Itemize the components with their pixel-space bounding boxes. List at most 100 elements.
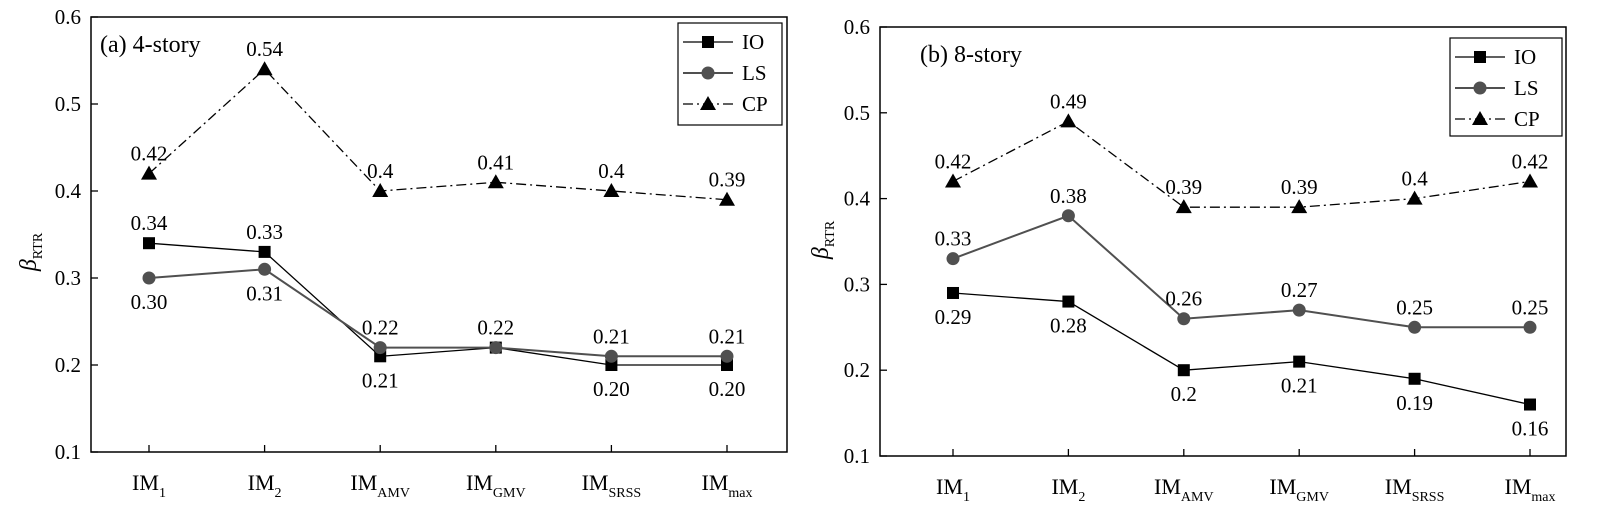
legend-label: CP [742, 92, 768, 116]
data-label: 0.29 [935, 305, 972, 329]
data-label: 0.39 [1281, 175, 1318, 199]
data-label: 0.42 [1512, 149, 1549, 173]
x-tick-label: IMmax [702, 470, 753, 501]
data-point [142, 271, 156, 285]
series-line-ls [148, 268, 727, 358]
series-line-io [952, 292, 1531, 406]
data-label: 0.16 [1512, 417, 1549, 441]
y-tick-label: 0.4 [55, 179, 82, 203]
data-point [141, 165, 157, 180]
data-point [945, 173, 961, 188]
data-point [1177, 364, 1190, 377]
series-cp [141, 61, 735, 206]
data-label: 0.42 [935, 149, 972, 173]
data-label: 0.22 [362, 316, 399, 340]
legend: IO LS CP [1449, 37, 1563, 137]
data-point [1175, 199, 1192, 214]
data-label: 0.26 [1165, 287, 1202, 311]
x-tick-label: IM2 [248, 470, 282, 501]
data-point [258, 245, 271, 258]
x-tick-label: IMAMV [1154, 474, 1214, 505]
data-label: 0.31 [246, 281, 283, 305]
data-point [603, 183, 620, 197]
y-axis-label: βRTR [808, 220, 838, 260]
data-point [1292, 303, 1306, 317]
legend-marker-ls [1473, 81, 1487, 95]
data-label: 0.54 [246, 37, 283, 61]
data-label: 0.33 [935, 227, 972, 251]
data-point [1408, 320, 1422, 334]
y-tick-label: 0.6 [55, 5, 81, 29]
data-point [1524, 398, 1536, 411]
series-io [143, 237, 733, 371]
panel-title: (a) 4-story [100, 32, 201, 58]
data-point [256, 61, 273, 76]
series-line-io [148, 242, 727, 366]
data-point [604, 349, 618, 363]
data-label: 0.20 [593, 377, 630, 401]
data-label: 0.33 [246, 220, 283, 244]
data-point [1523, 320, 1537, 334]
data-label: 0.20 [709, 377, 746, 401]
data-label: 0.21 [709, 324, 746, 348]
panel-title: (b) 8-story [920, 42, 1022, 68]
data-point [1408, 372, 1421, 385]
data-label: 0.42 [131, 142, 168, 166]
x-tick-label: IMSRSS [1385, 474, 1445, 505]
plot-frame [879, 26, 1567, 457]
data-label: 0.39 [709, 168, 746, 192]
y-tick-label: 0.1 [844, 444, 870, 468]
y-tick-label: 0.2 [844, 358, 870, 382]
x-tick-label: IMmax [1505, 474, 1556, 505]
data-label: 0.21 [362, 368, 399, 392]
data-label: 0.27 [1281, 278, 1318, 302]
legend-marker-cp [1472, 111, 1488, 125]
data-point [1293, 355, 1306, 368]
data-point [719, 191, 735, 206]
series-line-ls [952, 214, 1530, 329]
data-point [143, 237, 155, 250]
data-label: 0.4 [367, 159, 394, 183]
x-tick-label: IMAMV [350, 470, 410, 501]
legend-marker-cp [700, 96, 716, 110]
y-tick-label: 0.2 [55, 353, 81, 377]
data-point [1406, 190, 1423, 205]
x-tick-label: IM1 [132, 470, 166, 501]
data-label: 0.25 [1512, 295, 1549, 319]
data-point [258, 262, 272, 276]
legend: IO LS CP [677, 22, 783, 126]
data-label: 0.19 [1396, 391, 1433, 415]
legend-marker-io [702, 36, 714, 48]
series-ls [142, 262, 734, 363]
data-point [487, 174, 504, 189]
y-tick-label: 0.3 [55, 266, 81, 290]
y-axis-label: βRTR [16, 232, 46, 272]
chart-panel-b: 0.1 0.2 0.3 0.4 0.5 0.6 IM1 IM2 IMAMV IMGMV IMSRSS… [808, 15, 1567, 505]
y-tick-label: 0.6 [844, 15, 870, 39]
data-point [720, 349, 734, 363]
data-label: 0.2 [1171, 382, 1197, 406]
data-point [1060, 113, 1077, 128]
data-point [373, 341, 387, 355]
x-tick-label: IMGMV [466, 470, 526, 501]
data-point [1177, 312, 1191, 326]
data-label: 0.21 [1281, 374, 1318, 398]
legend-marker-ls [701, 66, 715, 80]
data-point [372, 183, 389, 197]
y-tick-label: 0.3 [844, 272, 870, 296]
series-line-cp [952, 120, 1531, 208]
data-label: 0.49 [1050, 89, 1087, 113]
legend-label: CP [1514, 107, 1540, 131]
y-tick-label: 0.5 [55, 92, 81, 116]
data-label: 0.30 [131, 290, 168, 314]
legend-label: IO [1514, 45, 1536, 69]
data-point [946, 252, 960, 266]
series-ls [946, 209, 1537, 334]
chart-panel-a: 0.1 0.2 0.3 0.4 0.5 0.6 IM1 IM2 IMAMV IMGMV IMSRSS… [16, 5, 788, 501]
data-point [1522, 173, 1538, 188]
x-tick-label: IMGMV [1269, 474, 1329, 505]
legend-label: IO [742, 30, 764, 54]
series-cp [945, 113, 1538, 214]
data-point [489, 341, 503, 355]
